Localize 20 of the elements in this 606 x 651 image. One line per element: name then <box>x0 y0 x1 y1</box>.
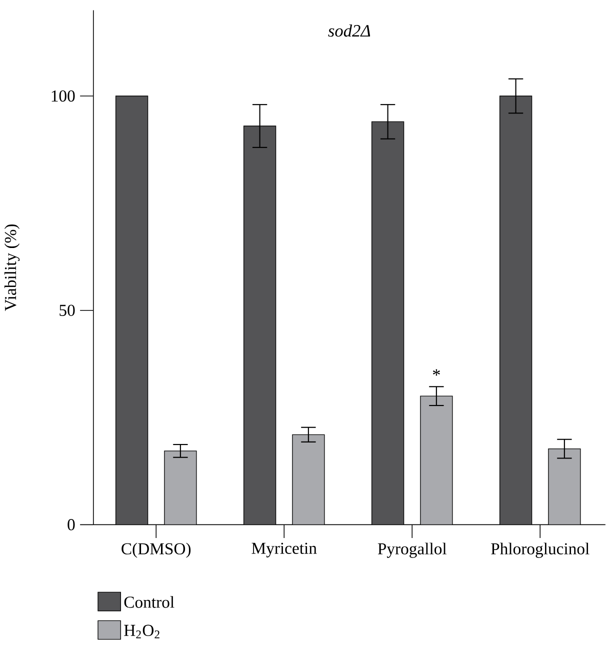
bar <box>420 396 453 525</box>
bar <box>372 122 404 525</box>
legend-label: Control <box>124 596 174 608</box>
y-tick-label: 0 <box>68 519 75 530</box>
bar <box>164 450 197 525</box>
x-tick-label: Pyrogallol <box>378 542 447 558</box>
bar <box>292 434 325 525</box>
bar <box>500 96 532 525</box>
x-tick-label: Myricetin <box>252 542 317 558</box>
x-tick-label: Phloroglucinol <box>491 542 590 558</box>
x-tick-label: C(DMSO) <box>122 542 191 558</box>
bar <box>116 96 148 525</box>
bar <box>244 126 276 525</box>
y-tick-label: 100 <box>52 90 75 102</box>
y-axis-title: Viability (%) <box>4 224 20 311</box>
annotation: * <box>433 369 440 376</box>
legend-label: H$_{2}$O$_{2}$ <box>124 624 160 638</box>
y-tick-label: 50 <box>60 304 75 316</box>
text: sod2Δ <box>328 24 370 37</box>
bar <box>548 448 581 525</box>
